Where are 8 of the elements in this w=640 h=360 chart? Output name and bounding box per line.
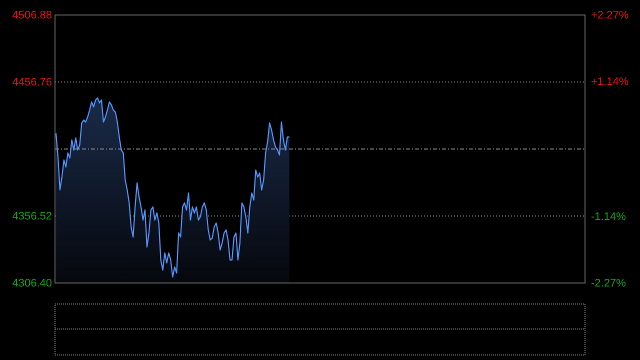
y2-tick-label: -2.27% [591, 278, 626, 290]
y-tick-label: 4456.76 [12, 76, 52, 89]
y2-tick-label: -1.14% [591, 210, 626, 223]
y-tick-label: 4506.88 [12, 10, 52, 22]
y-tick-label: 4356.52 [12, 210, 52, 223]
y2-tick-label: +1.14% [591, 76, 629, 88]
y2-tick-label: +2.27% [591, 10, 629, 22]
y-tick-label: 4306.40 [12, 278, 52, 290]
